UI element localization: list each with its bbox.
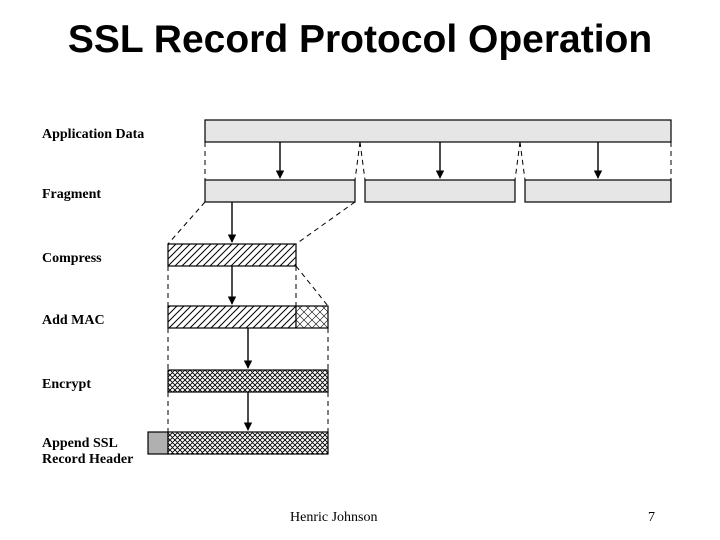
slide: SSL Record Protocol Operation Applicatio… <box>0 0 720 540</box>
ssl-record-diagram <box>0 0 720 540</box>
